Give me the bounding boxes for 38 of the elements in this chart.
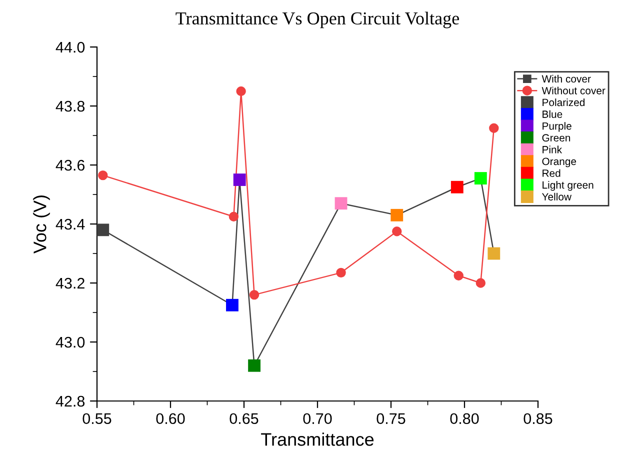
- y-tick-label: 44.0: [56, 42, 85, 53]
- legend-label: Orange: [542, 158, 576, 168]
- legend-label: With cover: [542, 74, 591, 83]
- x-tick-label: 0.60: [156, 413, 185, 424]
- x-tick-label: 0.85: [524, 413, 552, 424]
- chart-title: Transmittance Vs Open Circuit Voltage: [176, 12, 459, 28]
- y-tick-label: 43.4: [56, 218, 85, 230]
- point: [236, 86, 246, 96]
- y-tick-label: 43.2: [56, 278, 84, 289]
- legend-label: Light green: [542, 181, 594, 191]
- legend-label: Blue: [542, 110, 562, 118]
- x-tick-label: 0.75: [376, 413, 406, 424]
- point: [474, 172, 487, 184]
- point: [336, 268, 346, 278]
- y-tick-label: 43.8: [56, 100, 85, 112]
- legend-label: Pink: [542, 146, 562, 154]
- y-tick-label: 42.8: [56, 396, 85, 407]
- x-axis-title: Transmittance: [261, 432, 374, 446]
- point: [98, 170, 108, 180]
- y-tick-label: 43.6: [56, 160, 85, 171]
- point: [249, 290, 260, 300]
- x-tick-label: 0.70: [303, 413, 332, 424]
- y-tick-label: 43.0: [56, 336, 85, 348]
- legend-label: Red: [542, 169, 560, 177]
- point: [454, 270, 464, 280]
- point: [228, 212, 239, 222]
- x-tick-label: 0.65: [230, 413, 258, 424]
- point: [476, 278, 486, 288]
- legend-label: Green: [542, 134, 570, 142]
- point: [489, 123, 499, 133]
- y-axis-title: Voc (V): [33, 196, 50, 254]
- legend-label: Polarized: [542, 98, 585, 106]
- x-tick-label: 0.80: [450, 413, 479, 424]
- legend-label: Purple: [542, 122, 572, 132]
- x-tick-label: 0.55: [82, 413, 112, 424]
- point: [392, 226, 402, 236]
- legend-label: Yellow: [542, 192, 572, 200]
- legend-label: Without cover: [542, 86, 606, 94]
